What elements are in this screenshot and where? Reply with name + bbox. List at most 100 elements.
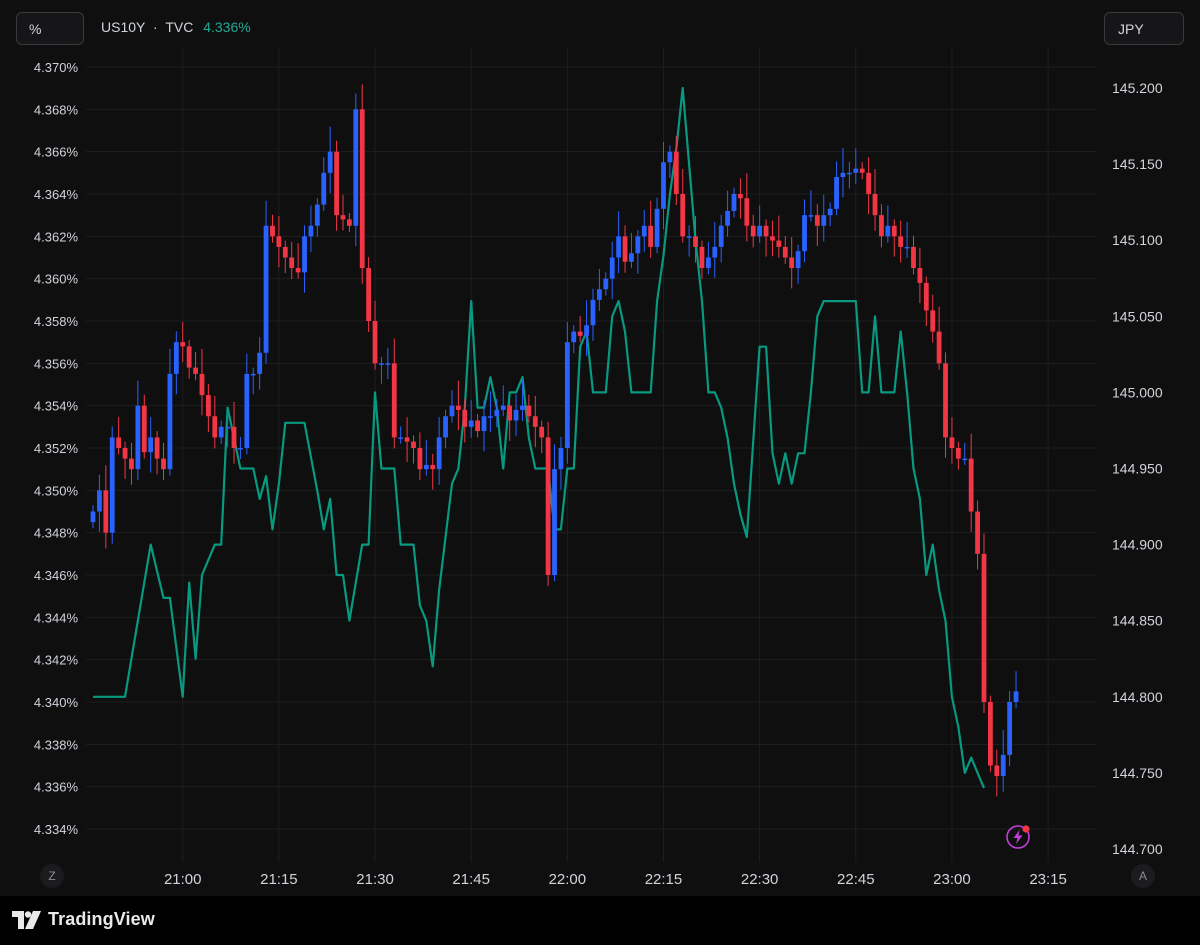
candle-body	[449, 405, 455, 417]
candle-body	[109, 437, 115, 533]
candle-body	[590, 299, 596, 326]
candle-body	[911, 246, 916, 269]
candle-body	[122, 448, 128, 459]
candle-body	[282, 246, 288, 258]
candle-body	[494, 409, 500, 417]
series-legend[interactable]: US10Y · TVC 4.336%	[101, 19, 251, 35]
time-axis-tick-label: 23:00	[933, 871, 971, 888]
candle-body	[1007, 702, 1013, 755]
candle-body	[443, 416, 448, 438]
candle-body	[725, 210, 730, 226]
candle-body	[693, 236, 698, 247]
candle-body	[577, 331, 583, 336]
candle-body	[616, 236, 622, 258]
candle-body	[552, 469, 557, 575]
candle-body	[289, 257, 295, 269]
candle-body	[532, 416, 538, 427]
candle-body	[180, 342, 186, 347]
candle-body	[571, 331, 577, 343]
candle-body	[475, 420, 480, 432]
jpy-line-series	[93, 86, 986, 789]
legend-separator: ·	[153, 19, 158, 35]
time-axis-tick-label: 23:15	[1029, 871, 1067, 888]
left-scale-button[interactable]: %	[16, 12, 84, 45]
candle-body	[609, 257, 615, 279]
candle-body	[795, 251, 801, 269]
candle-body	[802, 215, 807, 252]
left-axis-tick-label: 4.354%	[34, 399, 79, 414]
left-auto-scale-label: Z	[48, 869, 56, 883]
left-axis-tick-label: 4.364%	[34, 187, 79, 202]
candle-body	[635, 236, 641, 254]
candle-body	[782, 246, 788, 258]
candle-body	[808, 215, 814, 217]
candle-body	[263, 225, 269, 353]
left-auto-scale-button[interactable]: Z	[40, 864, 64, 888]
candle-body	[372, 321, 378, 364]
candle-body	[90, 511, 96, 523]
left-axis-tick-label: 4.352%	[34, 441, 79, 456]
tradingview-brand[interactable]: TradingView	[12, 909, 155, 930]
candle-body	[539, 426, 545, 438]
candle-body	[359, 109, 365, 269]
right-auto-scale-label: A	[1138, 869, 1147, 883]
right-scale-button[interactable]: JPY	[1104, 12, 1184, 45]
right-auto-scale-button[interactable]: A	[1131, 864, 1155, 888]
left-axis-tick-label: 4.340%	[34, 695, 79, 710]
legend-exchange: TVC	[165, 19, 194, 35]
candle-body	[270, 225, 275, 237]
right-axis-tick-label: 145.150	[1112, 156, 1163, 172]
candle-body	[398, 437, 404, 439]
candle-body	[955, 448, 961, 459]
candle-body	[379, 363, 384, 365]
time-axis-tick-label: 21:15	[260, 871, 298, 888]
candle-body	[827, 208, 833, 216]
right-axis-tick-label: 144.700	[1112, 841, 1163, 857]
candle-body	[231, 426, 237, 448]
candle-body	[193, 367, 198, 374]
candle-body	[526, 405, 532, 417]
candle-body	[417, 448, 423, 470]
left-axis-tick-label: 4.356%	[34, 356, 79, 371]
candle-body	[1000, 754, 1006, 777]
tradingview-logo-icon	[12, 910, 41, 929]
candle-body	[340, 215, 346, 220]
right-axis-tick-label: 145.100	[1112, 232, 1163, 248]
candle-body	[757, 225, 763, 237]
jpy-line	[93, 86, 986, 789]
candle-body	[353, 109, 359, 226]
candle-body	[705, 257, 711, 269]
candle-body	[866, 172, 872, 194]
candle-body	[129, 458, 134, 470]
time-axis-tick-label: 22:30	[741, 871, 779, 888]
candle-body	[988, 702, 993, 766]
right-price-axis: 145.200 145.150 145.100 145.050 145.000 144.9…	[1112, 80, 1163, 857]
candle-body	[789, 257, 795, 269]
candle-body	[468, 420, 474, 427]
candle-body	[814, 215, 820, 226]
candle-body	[641, 225, 647, 237]
right-axis-tick-label: 144.950	[1112, 461, 1163, 477]
candle-body	[699, 246, 705, 269]
us10y-candle-series	[90, 84, 1019, 797]
candle-body	[212, 416, 218, 438]
candle-body	[334, 151, 339, 216]
candle-body	[763, 225, 769, 237]
time-axis-tick-label: 21:30	[356, 871, 394, 888]
alert-button[interactable]	[1005, 824, 1031, 850]
candle-body	[712, 246, 718, 258]
candle-body	[629, 253, 634, 262]
candle-body	[917, 268, 923, 283]
candle-body	[308, 225, 314, 237]
candle-body	[545, 437, 551, 575]
candle-body	[250, 373, 256, 376]
candle-body	[859, 168, 865, 173]
candle-body	[834, 177, 839, 209]
candle-body	[244, 373, 250, 448]
left-axis-tick-label: 4.338%	[34, 737, 79, 752]
candle-body	[661, 162, 666, 209]
candle-body	[738, 194, 743, 199]
candle-body	[225, 426, 231, 429]
